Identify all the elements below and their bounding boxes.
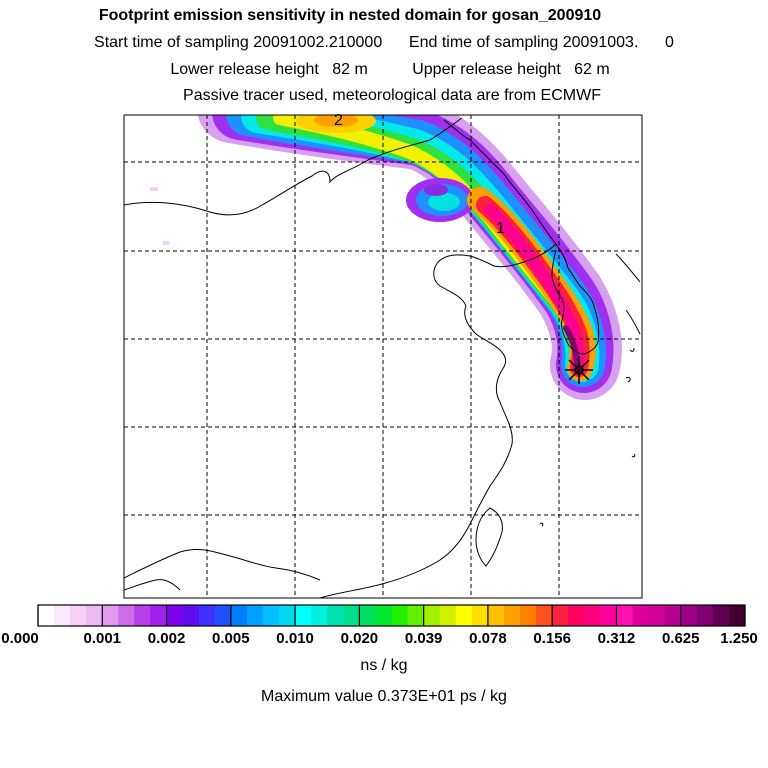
taiwan (475, 507, 503, 567)
sampling-time-line: Start time of sampling 20091002.210000 E… (94, 34, 674, 51)
colorbar-frame (37, 604, 746, 627)
colorbar-swatch (391, 605, 409, 626)
colorbar-swatch (568, 605, 585, 626)
plume-label-1: 1 (496, 220, 505, 237)
plume-label-2: 2 (334, 112, 343, 129)
colorbar-swatch (150, 605, 168, 626)
colorbar-swatch (134, 605, 151, 626)
colorbar-swatch (584, 605, 601, 626)
colorbar-swatch (70, 605, 87, 626)
coastlines-and-borders (124, 117, 641, 598)
colorbar-swatch (455, 605, 473, 626)
sensitivity-plume (197, 115, 622, 400)
colorbar-swatch (166, 605, 184, 626)
colorbar-swatch (696, 605, 714, 626)
islands-east (539, 347, 636, 527)
east-china-coast (319, 401, 513, 598)
colorbar-swatch (54, 605, 71, 626)
manchuria-border (469, 139, 557, 245)
colorbar-tick-label: 0.002 (147, 630, 186, 647)
colorbar (37, 604, 746, 627)
colorbar-swatch (407, 605, 425, 626)
colorbar-tick-label: 0.312 (597, 630, 636, 647)
colorbar-swatch (664, 605, 682, 626)
colorbar-swatch (327, 605, 344, 626)
colorbar-swatch (311, 605, 328, 626)
colorbar-swatch (439, 605, 457, 626)
colorbar-tick-label: 1.250 (720, 630, 758, 647)
colorbar-swatch (86, 605, 103, 626)
colorbar-tick-label: 0.078 (469, 630, 507, 647)
colorbar-tick-label: 0.001 (83, 630, 122, 647)
colorbar-tick-label: 0.010 (276, 630, 314, 647)
colorbar-swatch (102, 605, 119, 626)
colorbar-swatch (118, 605, 135, 626)
map-frame (123, 114, 643, 599)
colorbar-swatch (728, 605, 746, 626)
colorbar-swatch (295, 605, 312, 626)
colorbar-swatch (648, 605, 666, 626)
colorbar-swatch (343, 605, 360, 626)
colorbar-swatch (712, 605, 730, 626)
map-area (124, 115, 641, 598)
colorbar-tick-label: 0.005 (212, 630, 250, 647)
colorbar-swatch (38, 605, 55, 626)
colorbar-swatch (198, 605, 216, 626)
colorbar-swatch (616, 605, 634, 626)
colorbar-swatch (536, 605, 553, 626)
colorbar-swatch (214, 605, 232, 626)
tracer-info-line: Passive tracer used, meteorological data… (183, 87, 601, 104)
colorbar-swatch (246, 605, 264, 626)
colorbar-swatch (262, 605, 280, 626)
colorbar-swatch (230, 605, 248, 626)
colorbar-swatch (632, 605, 650, 626)
plume-upper-hotspot-core (314, 115, 358, 127)
plume-side-lobe-cyan (428, 193, 460, 211)
colorbar-swatch (359, 605, 376, 626)
colorbar-swatch (503, 605, 521, 626)
colorbar-tick-label: 0.000 (1, 630, 39, 647)
colorbar-tick-label: 0.625 (661, 630, 700, 647)
colorbar-swatch (423, 605, 441, 626)
colorbar-tick-label: 0.156 (533, 630, 571, 647)
faint-sensitivity-specks (150, 187, 169, 245)
map-title: Footprint emission sensitivity in nested… (98, 7, 602, 24)
colorbar-swatch (600, 605, 617, 626)
colorbar-tick-label: 0.020 (340, 630, 379, 647)
colorbar-swatch (520, 605, 537, 626)
colorbar-swatch (471, 605, 489, 626)
maximum-value: Maximum value 0.373E+01 ps / kg (261, 688, 507, 705)
colorbar-swatch (279, 605, 296, 626)
plume-core-magenta (484, 204, 585, 374)
colorbar-swatch (375, 605, 392, 626)
release-site-marker (565, 356, 593, 384)
colorbar-units: ns / kg (360, 657, 408, 674)
lat-lon-grid (124, 115, 642, 598)
plume-side-lobe-violet (424, 184, 448, 196)
colorbar-swatch (680, 605, 698, 626)
release-height-line: Lower release height 82 m Upper release … (170, 61, 610, 78)
korea-peninsula (551, 243, 600, 355)
colorbar-swatch (552, 605, 569, 626)
bohai-coast (433, 243, 557, 403)
japan-coast (615, 253, 641, 335)
colorbar-swatch (487, 605, 505, 626)
colorbar-swatch (182, 605, 200, 626)
colorbar-tick-label: 0.039 (404, 630, 443, 647)
south-china-border (124, 549, 321, 581)
mongolia-china-border (124, 117, 463, 216)
north-border-segment (443, 119, 471, 141)
southwest-border (124, 579, 181, 591)
